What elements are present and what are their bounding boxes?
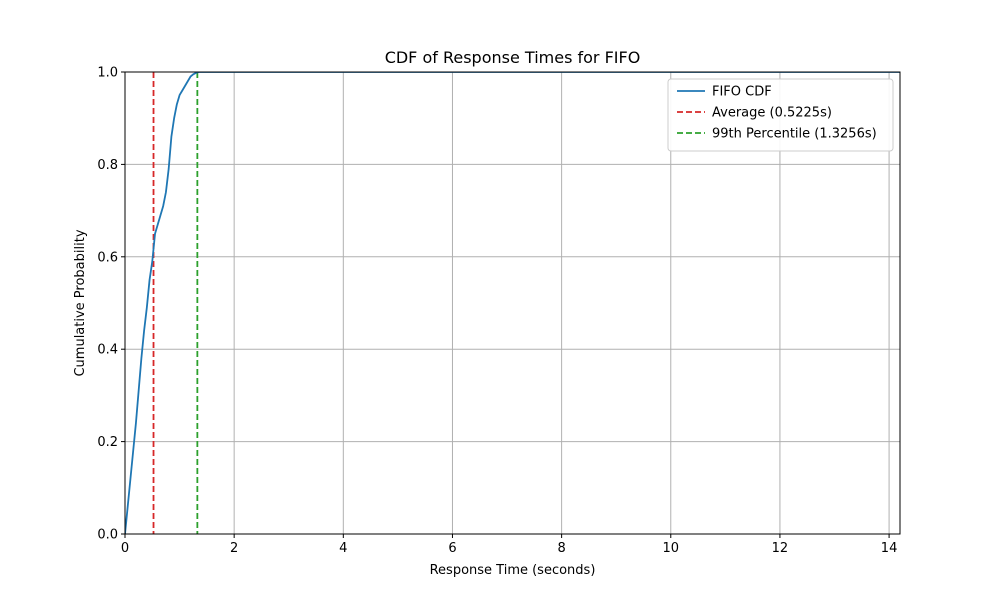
y-tick-label: 1.0: [97, 66, 118, 81]
plot-frame: [124, 71, 901, 535]
legend: FIFO CDF Average (0.5225s) 99th Percentile…: [667, 78, 894, 152]
x-tick-label: 14: [881, 541, 898, 556]
x-tick-label: 6: [448, 541, 456, 556]
legend-label: 99th Percentile (1.3256s): [712, 127, 877, 142]
x-tick-label: 12: [772, 541, 789, 556]
y-tick-label: 0.4: [97, 343, 118, 358]
plot-area: [125, 72, 900, 534]
x-tick-label: 2: [230, 541, 238, 556]
x-tick-label: 10: [663, 541, 680, 556]
legend-label: Average (0.5225s): [712, 106, 832, 121]
x-axis-title: Response Time (seconds): [430, 563, 596, 578]
y-tick-label: 0.0: [97, 528, 118, 543]
series-group: [125, 72, 900, 534]
y-tick-label: 0.2: [97, 435, 118, 450]
legend-label: FIFO CDF: [712, 85, 772, 100]
x-tick-label: 0: [121, 541, 129, 556]
chart-title: CDF of Response Times for FIFO: [385, 48, 641, 67]
x-tick-label: 8: [557, 541, 565, 556]
y-axis: 0.0 0.2 0.4 0.6 0.8 1.0: [97, 66, 125, 543]
y-axis-title: Cumulative Probability: [73, 229, 88, 376]
x-axis: 0 2 4 6 8 10 12 14: [121, 534, 897, 556]
x-tick-label: 4: [339, 541, 347, 556]
y-tick-label: 0.8: [97, 158, 118, 173]
series-line: [125, 72, 900, 534]
legend-box: [667, 78, 894, 152]
y-tick-label: 0.6: [97, 250, 118, 265]
